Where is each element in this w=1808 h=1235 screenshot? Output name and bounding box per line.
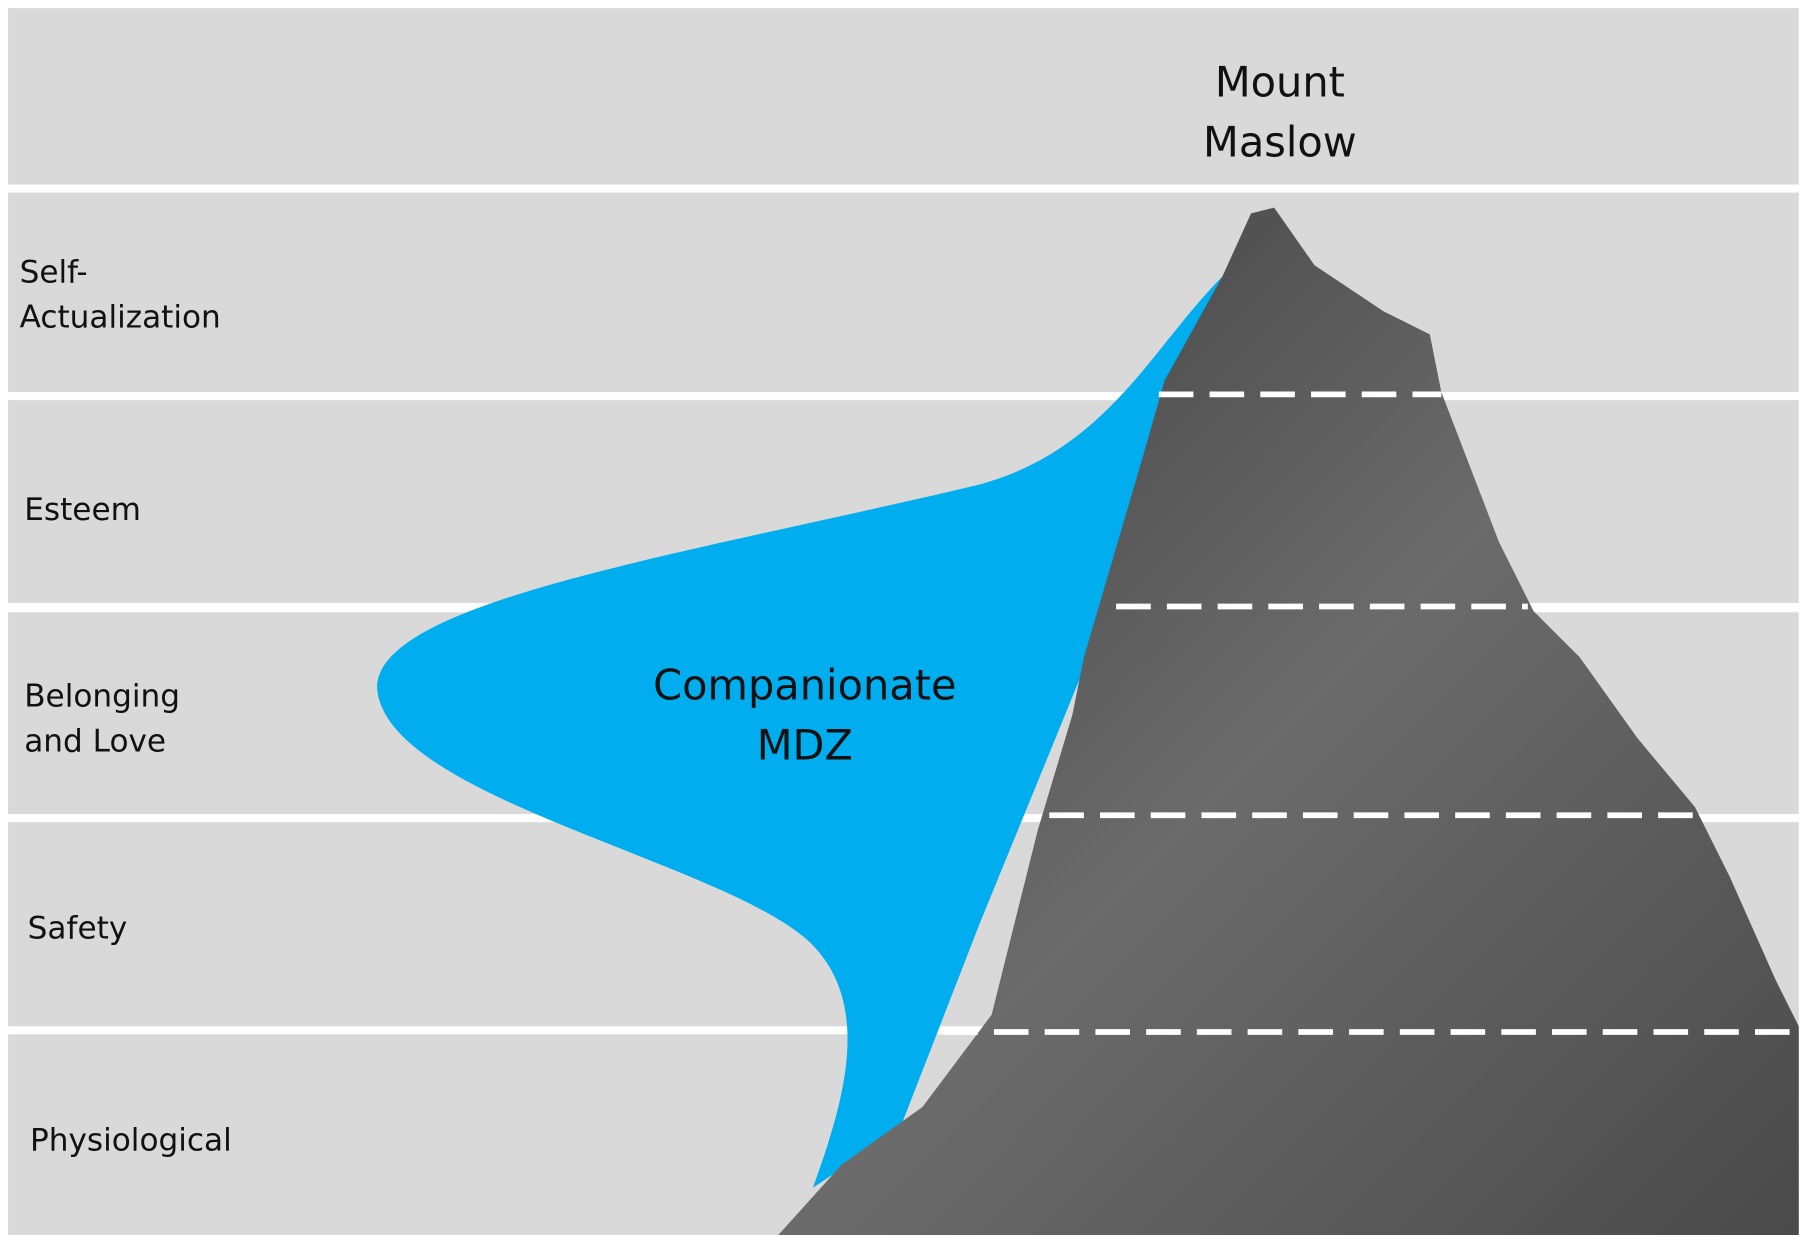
title: Maslow — [1203, 117, 1357, 166]
level-label: Belonging — [24, 679, 180, 715]
diagram: Mount Maslow Companionate MDZ Self- Actualiza… — [0, 0, 1808, 1235]
zone-label: Companionate — [653, 660, 956, 709]
level-label: Esteem — [24, 492, 141, 528]
level-label: and Love — [24, 724, 166, 760]
zone-label: MDZ — [757, 720, 853, 769]
level-label: Actualization — [20, 299, 221, 335]
level-label: Physiological — [30, 1123, 232, 1159]
band — [8, 193, 1799, 392]
level-label: Safety — [28, 910, 128, 946]
title: Mount — [1215, 57, 1345, 106]
band — [8, 8, 1799, 184]
level-label: Self- — [20, 254, 88, 290]
